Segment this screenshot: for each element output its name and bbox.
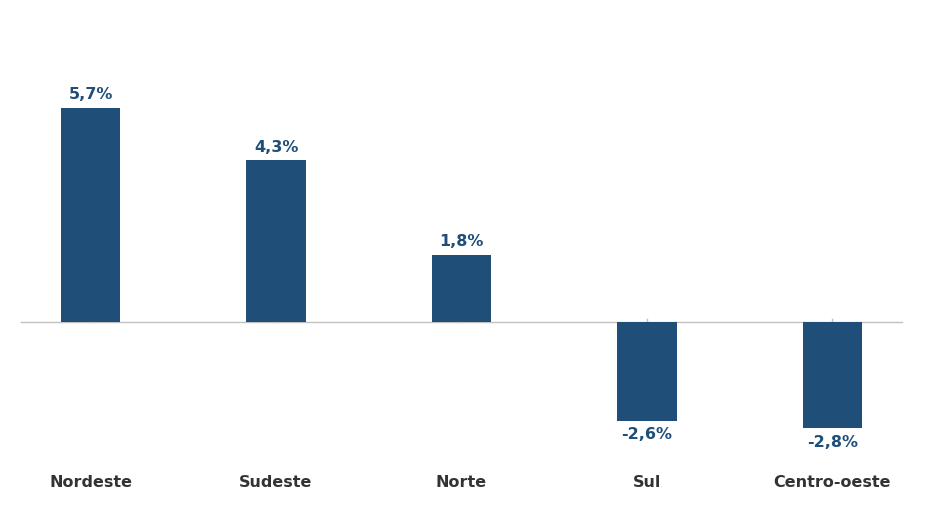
Bar: [61, 108, 120, 323]
Text: -2,6%: -2,6%: [622, 427, 672, 442]
Bar: [617, 323, 676, 421]
Bar: [432, 254, 491, 323]
Bar: [246, 161, 305, 323]
Text: Sudeste: Sudeste: [240, 475, 313, 490]
Text: 1,8%: 1,8%: [439, 234, 484, 249]
Text: Centro-oeste: Centro-oeste: [773, 475, 891, 490]
Text: 5,7%: 5,7%: [68, 87, 113, 102]
Bar: [803, 323, 862, 428]
Text: 4,3%: 4,3%: [253, 140, 298, 155]
Text: Norte: Norte: [436, 475, 487, 490]
Text: Sul: Sul: [633, 475, 661, 490]
Text: Nordeste: Nordeste: [49, 475, 132, 490]
Text: -2,8%: -2,8%: [807, 435, 857, 450]
